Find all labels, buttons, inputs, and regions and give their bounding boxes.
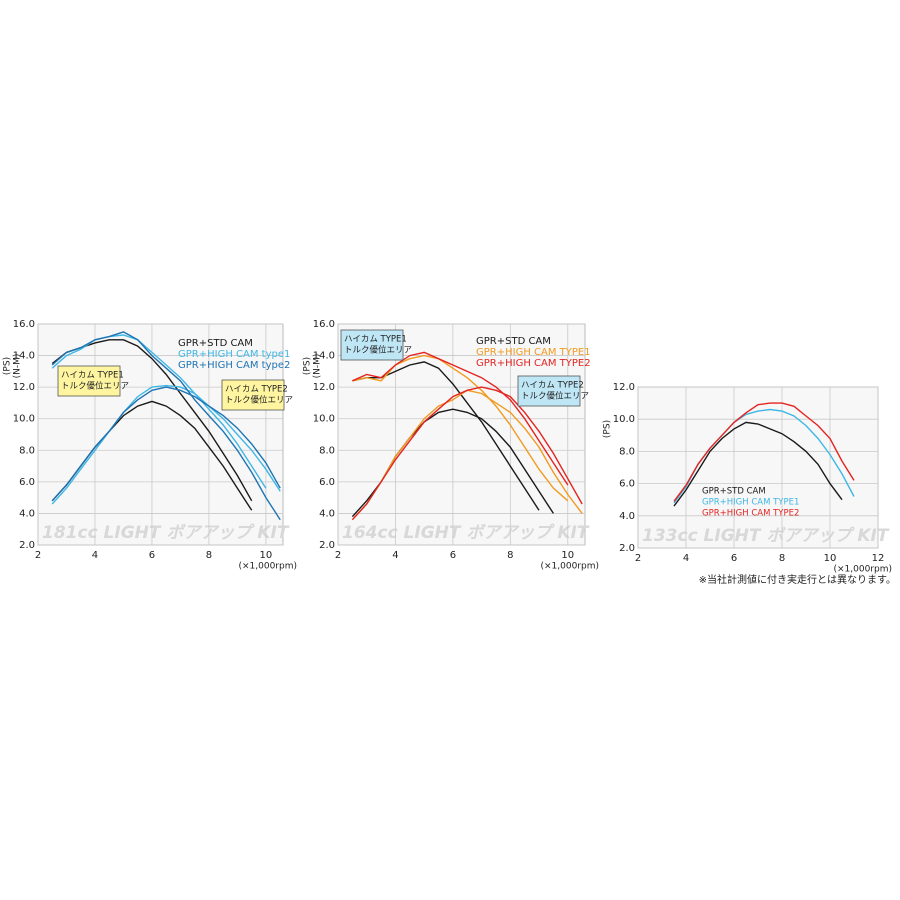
- legend-entry: GPR+STD CAM: [702, 487, 766, 497]
- annotation-text: トルク優位エリア: [344, 345, 412, 356]
- x-tick-label: 10: [260, 550, 273, 561]
- power-line: [51, 386, 281, 502]
- x-tick-label: 10: [561, 550, 574, 561]
- x-tick-label: 2: [635, 553, 641, 564]
- power-line: [673, 421, 843, 507]
- annotation-text: ハイカム TYPE1: [61, 371, 124, 381]
- legend-entry: GPR+HIGH CAM TYPE2: [702, 509, 799, 519]
- chart-title: 181cc LIGHT ボアアップ KIT: [42, 523, 290, 543]
- y-tick-label: 6.0: [619, 479, 635, 490]
- power-line: [51, 384, 281, 505]
- plot-area: [337, 323, 586, 546]
- power-line: [351, 386, 583, 521]
- y-tick-label: 4.0: [619, 511, 635, 522]
- x-tick-label: 6: [450, 550, 456, 561]
- legend-entry: GPR+HIGH CAM TYPE1: [702, 498, 799, 508]
- annotation-text: トルク優位エリア: [61, 381, 129, 392]
- y-tick-label: 6.0: [19, 477, 35, 488]
- x-tick-label: 8: [507, 550, 513, 561]
- y-tick-label: 2.0: [319, 540, 335, 551]
- x-tick-label: 4: [92, 550, 98, 561]
- torque-line: [352, 354, 569, 502]
- annotation-box: [517, 375, 581, 407]
- annotation-text: トルク優位エリア: [225, 395, 293, 406]
- y-tick-label: 6.0: [319, 477, 335, 488]
- y-axis-label: (PS): [603, 420, 613, 438]
- y-tick-label: 16.0: [313, 319, 335, 330]
- torque-line: [51, 334, 267, 489]
- legend-entry: GPR+HIGH CAM type2: [178, 360, 290, 371]
- x-tick-label: 10: [824, 553, 837, 564]
- x-tick-label: 2: [35, 550, 41, 561]
- x-tick-label: 4: [392, 550, 398, 561]
- annotation-box: [57, 365, 121, 397]
- x-axis-label: (×1,000rpm): [540, 562, 599, 572]
- y-tick-label: 10.0: [313, 414, 335, 425]
- annotation-text: トルク優位エリア: [521, 391, 589, 402]
- x-axis-label: (×1,000rpm): [833, 565, 892, 575]
- y2-axis-label: (N-M): [13, 354, 23, 379]
- y2-axis-label: (N-M): [313, 354, 323, 379]
- y-tick-label: 16.0: [13, 319, 35, 330]
- chart-title: 133cc LIGHT ボアアップ KIT: [642, 526, 890, 546]
- y-tick-label: 4.0: [319, 508, 335, 519]
- x-tick-label: 4: [683, 553, 689, 564]
- legend-entry: GPR+STD CAM: [476, 336, 551, 347]
- x-tick-label: 6: [731, 553, 737, 564]
- chart-title: 164cc LIGHT ボアアップ KIT: [342, 523, 590, 543]
- x-tick-label: 12: [872, 553, 885, 564]
- y-tick-label: 8.0: [319, 445, 335, 456]
- x-tick-label: 6: [149, 550, 155, 561]
- x-tick-label: 2: [335, 550, 341, 561]
- y-tick-label: 8.0: [619, 446, 635, 457]
- y-tick-label: 14.0: [313, 351, 335, 362]
- footnote: ※当社計測値に付き実走行とは異なります。: [699, 573, 896, 586]
- power-line: [673, 402, 855, 502]
- y-tick-label: 2.0: [19, 540, 35, 551]
- y-axis-label: (PS): [3, 357, 13, 375]
- y-tick-label: 4.0: [19, 508, 35, 519]
- y-tick-label: 12.0: [613, 382, 635, 393]
- y-tick-label: 10.0: [13, 414, 35, 425]
- y-axis-label: (PS): [303, 357, 313, 375]
- torque-line: [352, 351, 569, 486]
- y-tick-label: 12.0: [13, 382, 35, 393]
- torque-line: [51, 331, 281, 521]
- x-tick-label: 8: [206, 550, 212, 561]
- annotation-text: ハイカム TYPE2: [521, 381, 584, 391]
- y-tick-label: 8.0: [19, 445, 35, 456]
- x-tick-label: 8: [779, 553, 785, 564]
- annotation-box: [221, 379, 285, 411]
- legend-entry: GPR+HIGH CAM TYPE1: [476, 347, 591, 358]
- y-tick-label: 10.0: [613, 414, 635, 425]
- legend-entry: GPR+HIGH CAM type1: [178, 349, 290, 360]
- x-axis-label: (×1,000rpm): [238, 562, 297, 572]
- legend-entry: GPR+HIGH CAM TYPE2: [476, 358, 591, 369]
- annotation-text: ハイカム TYPE1: [344, 335, 407, 345]
- annotation-box: [340, 329, 404, 361]
- annotation-text: ハイカム TYPE2: [225, 385, 288, 395]
- legend-entry: GPR+STD CAM: [178, 338, 253, 349]
- torque-line: [352, 361, 540, 511]
- y-tick-label: 12.0: [313, 382, 335, 393]
- y-tick-label: 14.0: [13, 351, 35, 362]
- y-tick-label: 2.0: [619, 543, 635, 554]
